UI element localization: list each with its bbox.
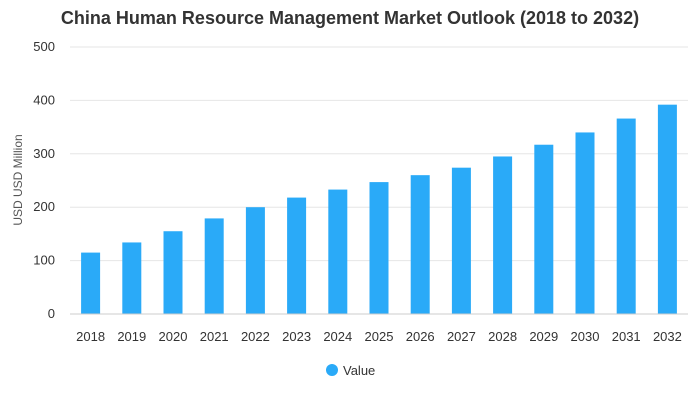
bar-2030[interactable] [575,132,595,314]
y-tick-label: 200 [33,199,55,214]
y-tick-label: 400 [33,92,55,107]
bar-2022[interactable] [245,207,265,314]
legend-label-value: Value [343,363,375,378]
x-tick-label: 2019 [117,329,146,344]
chart-title: China Human Resource Management Market O… [61,8,639,28]
y-tick-label: 300 [33,146,55,161]
x-tick-label: 2031 [612,329,641,344]
bar-2029[interactable] [534,144,554,314]
y-axis-label: USD USD Million [11,134,25,225]
bar-2027[interactable] [451,167,471,314]
bar-2023[interactable] [287,197,307,314]
x-tick-label: 2027 [447,329,476,344]
x-tick-label: 2029 [529,329,558,344]
x-tick-label: 2020 [159,329,188,344]
bar-2028[interactable] [493,156,513,314]
x-tick-label: 2028 [488,329,517,344]
bar-2026[interactable] [410,175,430,314]
y-tick-label: 500 [33,39,55,54]
x-tick-label: 2024 [323,329,352,344]
x-axis-ticks: 2018 2019 2020 2021 2022 2023 2024 2025 2026 2027… [76,329,682,344]
bar-2024[interactable] [328,189,348,314]
x-tick-label: 2018 [76,329,105,344]
x-tick-label: 2021 [200,329,229,344]
legend[interactable]: Value [326,363,375,378]
legend-marker-value [326,364,338,376]
y-tick-label: 100 [33,253,55,268]
x-tick-label: 2026 [406,329,435,344]
bar-2032[interactable] [657,104,677,314]
y-axis-ticks: 0 100 200 300 400 500 [33,39,55,321]
bar-2025[interactable] [369,182,389,314]
bar-2021[interactable] [204,218,224,314]
y-tick-label: 0 [48,306,55,321]
bar-2018[interactable] [81,252,101,314]
x-tick-label: 2030 [571,329,600,344]
bars [81,104,677,314]
x-tick-label: 2023 [282,329,311,344]
x-tick-label: 2025 [365,329,394,344]
x-tick-label: 2032 [653,329,682,344]
bar-2031[interactable] [616,118,636,314]
bar-2019[interactable] [122,242,142,314]
x-tick-label: 2022 [241,329,270,344]
bar-2020[interactable] [163,231,183,314]
